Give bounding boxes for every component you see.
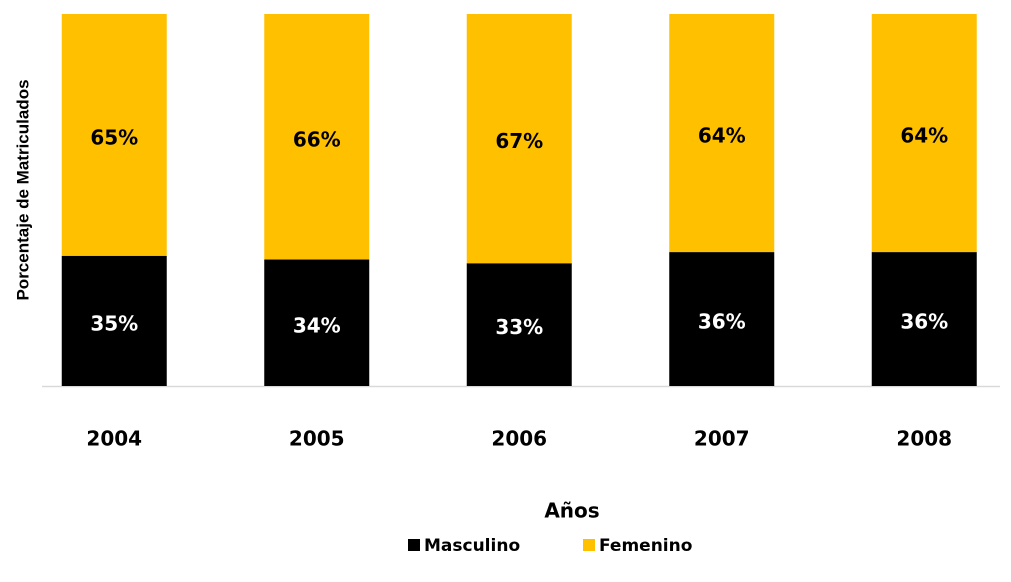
value-label: 64% bbox=[698, 124, 746, 148]
bar-segment bbox=[61, 14, 167, 256]
y-axis-label: Porcentaje de Matriculados bbox=[13, 79, 32, 300]
bar-segment bbox=[871, 252, 977, 386]
bar-segment bbox=[871, 14, 977, 253]
value-label: 36% bbox=[900, 310, 948, 334]
bar-segment bbox=[264, 14, 370, 260]
legend-label: Masculino bbox=[424, 536, 520, 556]
value-label: 36% bbox=[698, 310, 746, 334]
bar-segment bbox=[466, 263, 572, 386]
value-label: 64% bbox=[900, 124, 948, 148]
value-label: 67% bbox=[495, 129, 543, 153]
legend-swatch bbox=[583, 539, 595, 551]
bar-segment bbox=[466, 14, 572, 264]
value-label: 34% bbox=[293, 313, 341, 337]
x-tick-label: 2005 bbox=[289, 427, 345, 451]
x-tick-label: 2008 bbox=[896, 427, 952, 451]
value-label: 35% bbox=[90, 311, 138, 335]
bar-segment bbox=[61, 255, 167, 386]
x-tick-label: 2007 bbox=[694, 427, 750, 451]
x-axis-label: Años bbox=[544, 499, 599, 523]
legend-swatch bbox=[408, 539, 420, 551]
x-tick-label: 2004 bbox=[86, 427, 142, 451]
value-label: 65% bbox=[90, 125, 138, 149]
value-label: 66% bbox=[293, 127, 341, 151]
value-label: 33% bbox=[495, 315, 543, 339]
bar-segment bbox=[264, 259, 370, 386]
bar-segment bbox=[669, 252, 775, 386]
bar-segment bbox=[669, 14, 775, 253]
legend-label: Femenino bbox=[599, 536, 692, 556]
x-tick-label: 2006 bbox=[491, 427, 547, 451]
